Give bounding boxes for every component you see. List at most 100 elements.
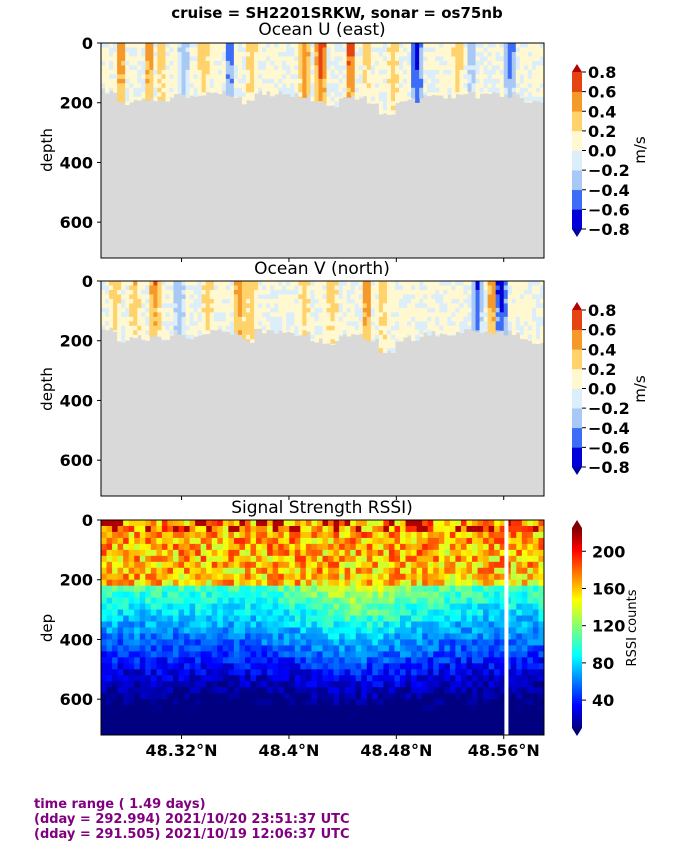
contour-cell: [298, 43, 303, 48]
contour-cell: [362, 289, 368, 295]
contour-cell: [338, 334, 344, 337]
contour-cell: [266, 307, 271, 313]
rssi-cell: [322, 615, 329, 622]
rssi-cell: [222, 573, 229, 581]
contour-cell: [354, 294, 360, 300]
rssi-cell: [123, 711, 130, 718]
contour-cell: [503, 281, 509, 286]
rssi-cell: [228, 711, 235, 718]
colorbar-tick-label: −0.6: [588, 200, 630, 219]
rssi-cell: [112, 520, 119, 527]
contour-cell: [258, 303, 263, 309]
contour-cell: [101, 56, 106, 62]
rssi-cell: [178, 621, 185, 628]
rssi-cell: [289, 549, 296, 557]
rssi-cell: [206, 651, 213, 658]
rssi-cell: [239, 711, 246, 718]
contour-cell: [306, 69, 311, 75]
rssi-cell: [112, 603, 119, 610]
contour-cell: [390, 294, 396, 300]
contour-cell: [237, 69, 243, 75]
contour-cell: [447, 56, 452, 62]
contour-cell: [378, 43, 384, 48]
rssi-cell: [294, 657, 301, 664]
contour-cell: [145, 339, 150, 341]
contour-cell: [101, 303, 106, 309]
contour-cell: [503, 78, 509, 84]
contour-cell: [137, 60, 142, 66]
contour-cell: [105, 47, 110, 53]
contour-cell: [314, 83, 319, 89]
contour-cell: [539, 298, 544, 304]
contour-cell: [193, 74, 199, 80]
contour-cell: [346, 281, 352, 286]
rssi-cell: [172, 520, 179, 527]
rssi-cell: [101, 675, 107, 682]
contour-cell: [523, 321, 529, 327]
contour-cell: [503, 83, 509, 89]
rssi-cell: [112, 615, 119, 622]
contour-cell: [370, 325, 376, 331]
rssi-cell: [128, 615, 135, 622]
rssi-cell: [283, 531, 290, 539]
contour-cell: [511, 330, 517, 336]
contour-cell: [374, 298, 380, 304]
rssi-cell: [366, 525, 373, 533]
rssi-cell: [156, 633, 163, 640]
contour-cell: [117, 334, 122, 340]
contour-cell: [346, 92, 352, 98]
contour-cell: [149, 289, 154, 295]
contour-cell: [185, 316, 191, 322]
rssi-cell: [400, 687, 406, 694]
contour-cell: [386, 321, 392, 327]
rssi-cell: [394, 699, 401, 706]
contour-cell: [294, 330, 299, 336]
contour-cell: [378, 47, 384, 53]
contour-cell: [217, 325, 223, 330]
rssi-cell: [394, 621, 401, 628]
contour-cell: [399, 294, 404, 300]
contour-cell: [366, 83, 372, 89]
contour-cell: [411, 334, 416, 340]
contour-cell: [411, 96, 416, 99]
contour-cell: [157, 334, 162, 337]
contour-cell: [221, 330, 227, 333]
contour-cell: [310, 78, 315, 84]
contour-cell: [125, 74, 130, 80]
contour-cell: [237, 60, 243, 66]
contour-cell: [314, 294, 319, 300]
contour-cell: [314, 87, 319, 93]
contour-cell: [189, 56, 195, 62]
rssi-cell: [217, 729, 224, 735]
contour-cell: [419, 92, 424, 98]
rssi-cell: [339, 531, 346, 539]
rssi-cell: [134, 603, 141, 610]
contour-cell: [229, 303, 235, 309]
contour-cell: [145, 87, 150, 93]
rssi-cell: [256, 687, 262, 694]
contour-cell: [133, 56, 138, 62]
rssi-cell: [217, 639, 224, 646]
rssi-cell: [328, 687, 334, 694]
contour-cell: [294, 281, 299, 286]
contour-cell: [185, 334, 191, 339]
rssi-cell: [311, 531, 318, 539]
rssi-cell: [222, 561, 229, 569]
rssi-cell: [139, 585, 146, 593]
rssi-cell: [394, 645, 401, 652]
contour-cell: [209, 87, 215, 93]
contour-cell: [326, 303, 332, 309]
contour-cell: [459, 43, 464, 48]
rssi-cell: [244, 675, 251, 682]
contour-cell: [314, 303, 319, 309]
contour-cell: [229, 83, 235, 89]
rssi-cell: [195, 567, 202, 575]
rssi-cell: [228, 609, 235, 616]
contour-cell: [274, 316, 279, 322]
rssi-cell: [355, 591, 362, 599]
rssi-cell: [377, 669, 384, 676]
contour-cell: [181, 294, 187, 300]
contour-cell: [125, 92, 130, 98]
rssi-cell: [294, 669, 301, 676]
contour-cell: [394, 92, 400, 98]
